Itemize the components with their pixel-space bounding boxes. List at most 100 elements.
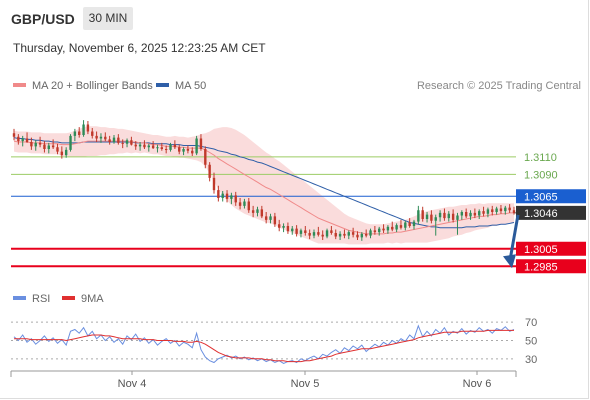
- candle-body: [443, 212, 446, 219]
- candle-body: [308, 233, 311, 236]
- chart-datetime: Thursday, November 6, 2025 12:23:25 AM C…: [13, 41, 266, 55]
- ma50-swatch: [156, 83, 169, 88]
- candle-body: [351, 232, 355, 235]
- candle-body: [204, 149, 207, 165]
- candle-body: [147, 145, 150, 148]
- rsi-ma-legend: 9MA: [62, 293, 104, 305]
- candle-body: [208, 164, 211, 178]
- level-label-bg: [516, 189, 586, 204]
- candle-body: [278, 224, 281, 228]
- candle-body: [334, 233, 337, 237]
- candle-body: [164, 149, 168, 150]
- candle-body: [299, 230, 303, 234]
- candle-body: [99, 136, 103, 139]
- candle-body: [338, 233, 342, 237]
- candle-body: [199, 138, 203, 149]
- candle-body: [260, 209, 264, 217]
- candle-body: [221, 193, 224, 198]
- candle-body: [86, 124, 90, 132]
- candle-body: [464, 212, 468, 217]
- candle-body: [360, 233, 364, 238]
- candle-body: [195, 138, 198, 154]
- candle-body: [56, 147, 59, 152]
- candle-body: [156, 147, 159, 149]
- candle-body: [51, 145, 55, 148]
- candle-body: [25, 138, 29, 142]
- candle-body: [138, 144, 142, 147]
- candle-body: [495, 208, 498, 212]
- x-tick-label: Nov 6: [463, 378, 492, 390]
- level-label: 1.3005: [524, 244, 558, 256]
- candle-body: [130, 140, 133, 145]
- level-label: 1.3065: [524, 191, 558, 203]
- ma20-legend-label: MA 20 + Bollinger Bands: [32, 80, 153, 92]
- candle-body: [43, 144, 46, 149]
- candle-body: [47, 145, 50, 149]
- candle-body: [408, 222, 411, 226]
- candle-body: [460, 212, 464, 216]
- candle-body: [343, 233, 346, 236]
- timeframe-button[interactable]: 30 MIN: [83, 7, 133, 30]
- candle-body: [473, 212, 477, 216]
- candle-body: [364, 233, 368, 236]
- candle-body: [417, 210, 420, 222]
- rsi-tick-label: 50: [525, 336, 537, 348]
- candle-body: [404, 222, 407, 228]
- candle-body: [295, 228, 298, 234]
- candle-body: [173, 144, 177, 148]
- candle-body: [12, 133, 16, 137]
- candle-body: [125, 140, 129, 144]
- candle-body: [256, 209, 259, 213]
- rsi-ma-line: [14, 329, 514, 363]
- candle-body: [347, 232, 350, 236]
- candle-body: [191, 150, 194, 154]
- candle-body: [64, 149, 68, 156]
- candle-body: [421, 210, 424, 219]
- candle-body: [395, 225, 398, 230]
- candle-body: [369, 230, 372, 236]
- candle-body: [234, 195, 237, 203]
- candle-body: [69, 135, 72, 150]
- header-bar: GBP/USD 30 MIN: [0, 0, 590, 34]
- rsi-legend: RSI: [13, 293, 50, 305]
- candle-body: [95, 135, 98, 139]
- candle-body: [134, 144, 137, 147]
- candle-body: [456, 215, 459, 220]
- candle-body: [286, 226, 290, 232]
- candle-body: [304, 230, 307, 233]
- candle-body: [60, 151, 64, 156]
- candle-body: [91, 131, 94, 136]
- candle-body: [325, 230, 329, 237]
- rsi-line: [13, 324, 515, 364]
- rsi-legend-label: RSI: [32, 293, 51, 305]
- candle-body: [382, 228, 385, 231]
- candle-body: [82, 124, 85, 135]
- ma20-legend: MA 20 + Bollinger Bands: [13, 80, 153, 92]
- x-tick-label: Nov 5: [291, 378, 320, 390]
- ma20-line: [13, 140, 514, 235]
- rsi-swatch: [13, 296, 26, 301]
- candle-body: [373, 230, 377, 233]
- candle-body: [104, 136, 107, 140]
- candle-body: [504, 207, 507, 212]
- candle-body: [30, 142, 33, 147]
- level-label: 1.3110: [524, 152, 557, 164]
- candle-body: [399, 225, 403, 228]
- candle-body: [478, 211, 481, 216]
- candle-body: [451, 213, 455, 220]
- candle-body: [212, 177, 216, 191]
- level-label-bg: [516, 241, 586, 256]
- candle-body: [178, 147, 181, 152]
- candle-body: [243, 201, 246, 206]
- candle-body: [430, 214, 433, 221]
- x-tick-label: Nov 4: [118, 378, 147, 390]
- candle-body: [312, 232, 316, 236]
- candle-body: [508, 207, 511, 211]
- rsi-tick-label: 30: [525, 354, 537, 366]
- forecast-arrow-shaft: [508, 214, 520, 261]
- candle-body: [512, 210, 516, 213]
- candle-body: [438, 212, 442, 218]
- candle-body: [412, 221, 416, 226]
- candle-body: [143, 144, 146, 148]
